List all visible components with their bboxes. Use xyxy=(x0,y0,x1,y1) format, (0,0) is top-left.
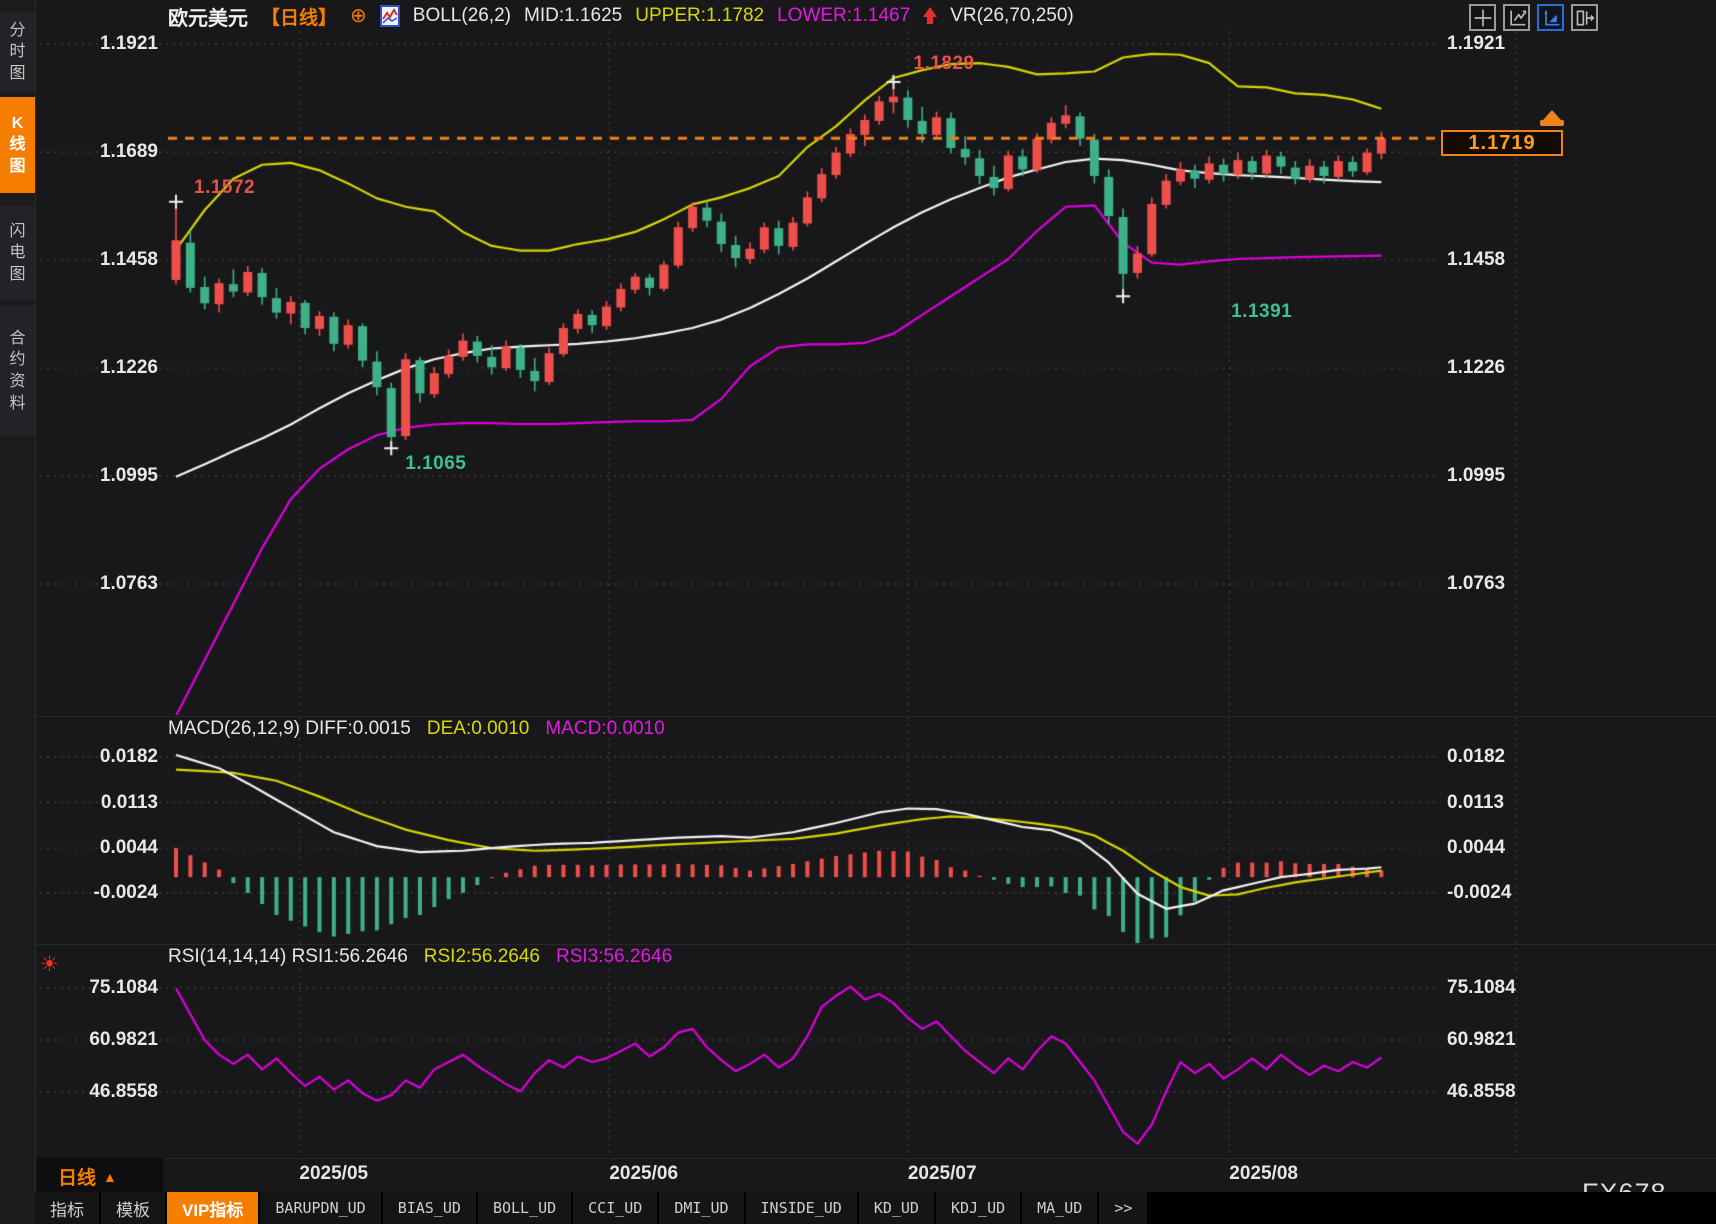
indicator-tabbar: 指标 模板 VIP指标 BARUPDN_UD BIAS_UD BOLL_UD CCI_UD D… xyxy=(35,1192,1716,1224)
tab-kd_ud[interactable]: KD_UD xyxy=(858,1192,934,1224)
macd-header: MACD(26,12,9) DIFF:0.0015 DEA:0.0010 MAC… xyxy=(168,718,665,740)
month-axis-label: 2025/05 xyxy=(299,1163,369,1184)
pane-divider xyxy=(35,716,1716,717)
pane-divider xyxy=(35,944,1716,945)
axis-tick-label: 0.0113 xyxy=(1447,791,1505,813)
axis-tick-label: 0.0044 xyxy=(1447,837,1506,859)
tab-boll_ud[interactable]: BOLL_UD xyxy=(477,1192,572,1224)
axis-tick-label: 1.1458 xyxy=(1447,248,1506,270)
axis-tick-label: 1.1226 xyxy=(1447,357,1506,379)
chart-type-sidebar: 分时图 K线图闪电图合约资料 xyxy=(0,0,36,1224)
indicator-chart-icon[interactable] xyxy=(379,5,400,27)
tab-inside_ud[interactable]: INSIDE_UD xyxy=(745,1192,857,1224)
axis-tick-label: 1.0995 xyxy=(99,464,158,486)
tab-cci_ud[interactable]: CCI_UD xyxy=(573,1192,658,1224)
axis-tick-label: 46.8558 xyxy=(1447,1081,1516,1102)
low-price-annotation: 1.1065 xyxy=(405,453,467,475)
pane-split-icon[interactable] xyxy=(1571,4,1598,31)
axis-tick-label: 1.0763 xyxy=(99,573,158,594)
sidebar-item-label: K线图 xyxy=(9,114,26,175)
low-price-annotation: 1.1391 xyxy=(1231,301,1293,323)
pane-divider xyxy=(35,1158,1716,1159)
axis-tick-label: 1.1921 xyxy=(1447,33,1506,54)
symbol-title: 欧元美元 xyxy=(168,7,248,30)
rsi2-label: RSI2:56.2646 xyxy=(423,946,540,967)
chart-header: 欧元美元 【日线】 ⊕ BOLL(26,2) MID:1.1625 UPPER:… xyxy=(168,2,1074,30)
axis-tick-label: -0.0024 xyxy=(1447,882,1512,903)
timeframe-label: 日线 xyxy=(58,1168,97,1189)
last-price-marker-icon xyxy=(1540,110,1564,128)
axis-tick-label: 1.1921 xyxy=(99,33,158,54)
month-axis-label: 2025/06 xyxy=(609,1163,679,1184)
rsi-header: RSI(14,14,14) RSI1:56.2646 RSI2:56.2646 … xyxy=(168,946,672,968)
boll-upper-value: UPPER:1.1782 xyxy=(635,5,765,26)
axis-tick-label: 46.8558 xyxy=(89,1081,158,1102)
boll-lower-value: LOWER:1.1467 xyxy=(777,5,911,26)
tab-vip[interactable]: VIP指标 xyxy=(167,1192,259,1224)
move-icon[interactable] xyxy=(1469,4,1496,31)
tab-[interactable]: >> xyxy=(1099,1192,1148,1224)
vr-label: VR(26,70,250) xyxy=(950,5,1074,26)
macd-macd-label: MACD:0.0010 xyxy=(545,718,665,739)
tab-dmi_ud[interactable]: DMI_UD xyxy=(659,1192,744,1224)
axis-fit-icon[interactable] xyxy=(1537,4,1564,31)
rsi-main-label: RSI(14,14,14) RSI1:56.2646 xyxy=(168,946,408,967)
tab-[interactable]: 模板 xyxy=(101,1192,165,1224)
tab-bias_ud[interactable]: BIAS_UD xyxy=(382,1192,476,1224)
timeframe-tag[interactable]: 【日线】 xyxy=(261,7,338,29)
high-price-annotation: 1.1829 xyxy=(913,52,975,74)
boll-mid-value: MID:1.1625 xyxy=(524,5,623,26)
tab-barupdn_ud[interactable]: BARUPDN_UD xyxy=(260,1192,381,1224)
axis-tick-label: 1.1689 xyxy=(99,141,158,163)
high-price-annotation: 1.1572 xyxy=(194,176,256,198)
tab-[interactable]: 指标 xyxy=(35,1192,99,1224)
rsi3-label: RSI3:56.2646 xyxy=(555,946,673,967)
tab-ma_ud[interactable]: MA_UD xyxy=(1022,1192,1098,1224)
axis-tick-label: 75.1084 xyxy=(89,977,158,998)
sidebar-item-label: 合约资料 xyxy=(9,329,26,412)
sidebar-item-3[interactable]: 合约资料 xyxy=(0,306,35,436)
timeframe-block xyxy=(35,1158,163,1192)
axis-tick-label: 75.1084 xyxy=(1447,977,1516,998)
add-compare-icon[interactable]: ⊕ xyxy=(350,5,367,27)
chart-toolbar xyxy=(1469,4,1598,31)
axis-tick-label: 60.9821 xyxy=(89,1029,158,1050)
triangle-up-icon: ▲ xyxy=(103,1168,117,1185)
axis-tick-label: 1.0995 xyxy=(1447,464,1506,486)
sidebar-item-1[interactable]: K线图 xyxy=(0,97,35,193)
axis-tick-label: 1.1226 xyxy=(99,357,158,379)
axis-tick-label: 0.0182 xyxy=(1447,746,1506,767)
tab-kdj_ud[interactable]: KDJ_UD xyxy=(935,1192,1021,1224)
month-axis-label: 2025/07 xyxy=(907,1163,977,1184)
sidebar-item-label: 分时图 xyxy=(9,21,26,82)
month-axis-label: 2025/08 xyxy=(1229,1163,1298,1184)
axis-tick-label: 1.0763 xyxy=(1447,573,1506,594)
axis-tick-label: 0.0044 xyxy=(99,837,158,859)
timeframe-selector[interactable]: 日线 ▲ xyxy=(58,1163,117,1190)
axis-tick-label: 0.0182 xyxy=(99,746,158,767)
indicator-settings-icon[interactable]: ☀ xyxy=(40,953,59,976)
macd-main-label: MACD(26,12,9) DIFF:0.0015 xyxy=(168,718,411,739)
axis-tick-label: 1.1458 xyxy=(99,248,158,270)
axis-tick-label: 0.0113 xyxy=(100,791,158,813)
sidebar-item-0[interactable]: 分时图 xyxy=(0,12,35,92)
axis-scale-icon[interactable] xyxy=(1503,4,1530,31)
axis-tick-label: -0.0024 xyxy=(93,882,158,903)
last-price-tag: 1.1719 xyxy=(1441,130,1563,156)
macd-dea-label: DEA:0.0010 xyxy=(426,718,530,739)
axis-tick-label: 60.9821 xyxy=(1447,1029,1516,1050)
sidebar-item-2[interactable]: 闪电图 xyxy=(0,206,35,300)
sidebar-item-label: 闪电图 xyxy=(9,222,26,283)
red-up-arrow-icon xyxy=(923,7,938,25)
boll-label: BOLL(26,2) xyxy=(412,5,512,26)
